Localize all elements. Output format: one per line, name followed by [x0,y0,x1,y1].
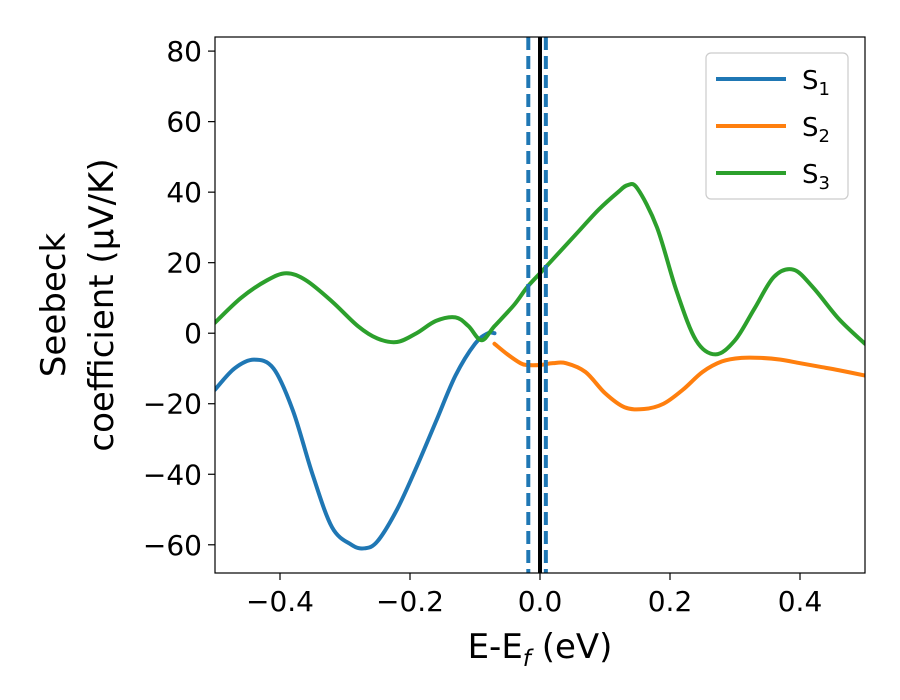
legend: S1 S2 S3 [705,52,849,200]
x-axis-label: E-Ef (eV) [468,627,613,672]
y-tick-label: 80 [166,35,202,68]
y-tick-label: −40 [143,458,202,491]
axes: −0.4 −0.2 0.0 0.2 0.4 −60 −40 −20 0 20 40 60 80 E-Ef … [34,35,866,672]
legend-label-s1: S1 [802,66,830,100]
x-tick-label: 0.4 [778,585,823,618]
legend-label-s3: S3 [802,160,830,194]
x-tick-label: −0.2 [376,585,444,618]
y-tick-label: −20 [143,388,202,421]
y-tick-label: 0 [184,317,202,350]
series-line-s2 [492,341,865,412]
y-tick-label: 60 [166,106,202,139]
y-tick-label: 40 [166,176,202,209]
x-tick-label: 0.2 [648,585,693,618]
y-tick-label: −60 [143,529,202,562]
legend-label-s2: S2 [802,113,830,147]
y-tick-label: 20 [166,247,202,280]
series-line-s1 [215,330,497,551]
plot-area [215,37,865,573]
x-tick-label: 0.0 [518,585,563,618]
x-tick-label: −0.4 [246,585,314,618]
y-axis-label-line2: coefficient (μV/K) [82,158,122,451]
y-axis-label-line1: Seebeck [34,233,74,378]
